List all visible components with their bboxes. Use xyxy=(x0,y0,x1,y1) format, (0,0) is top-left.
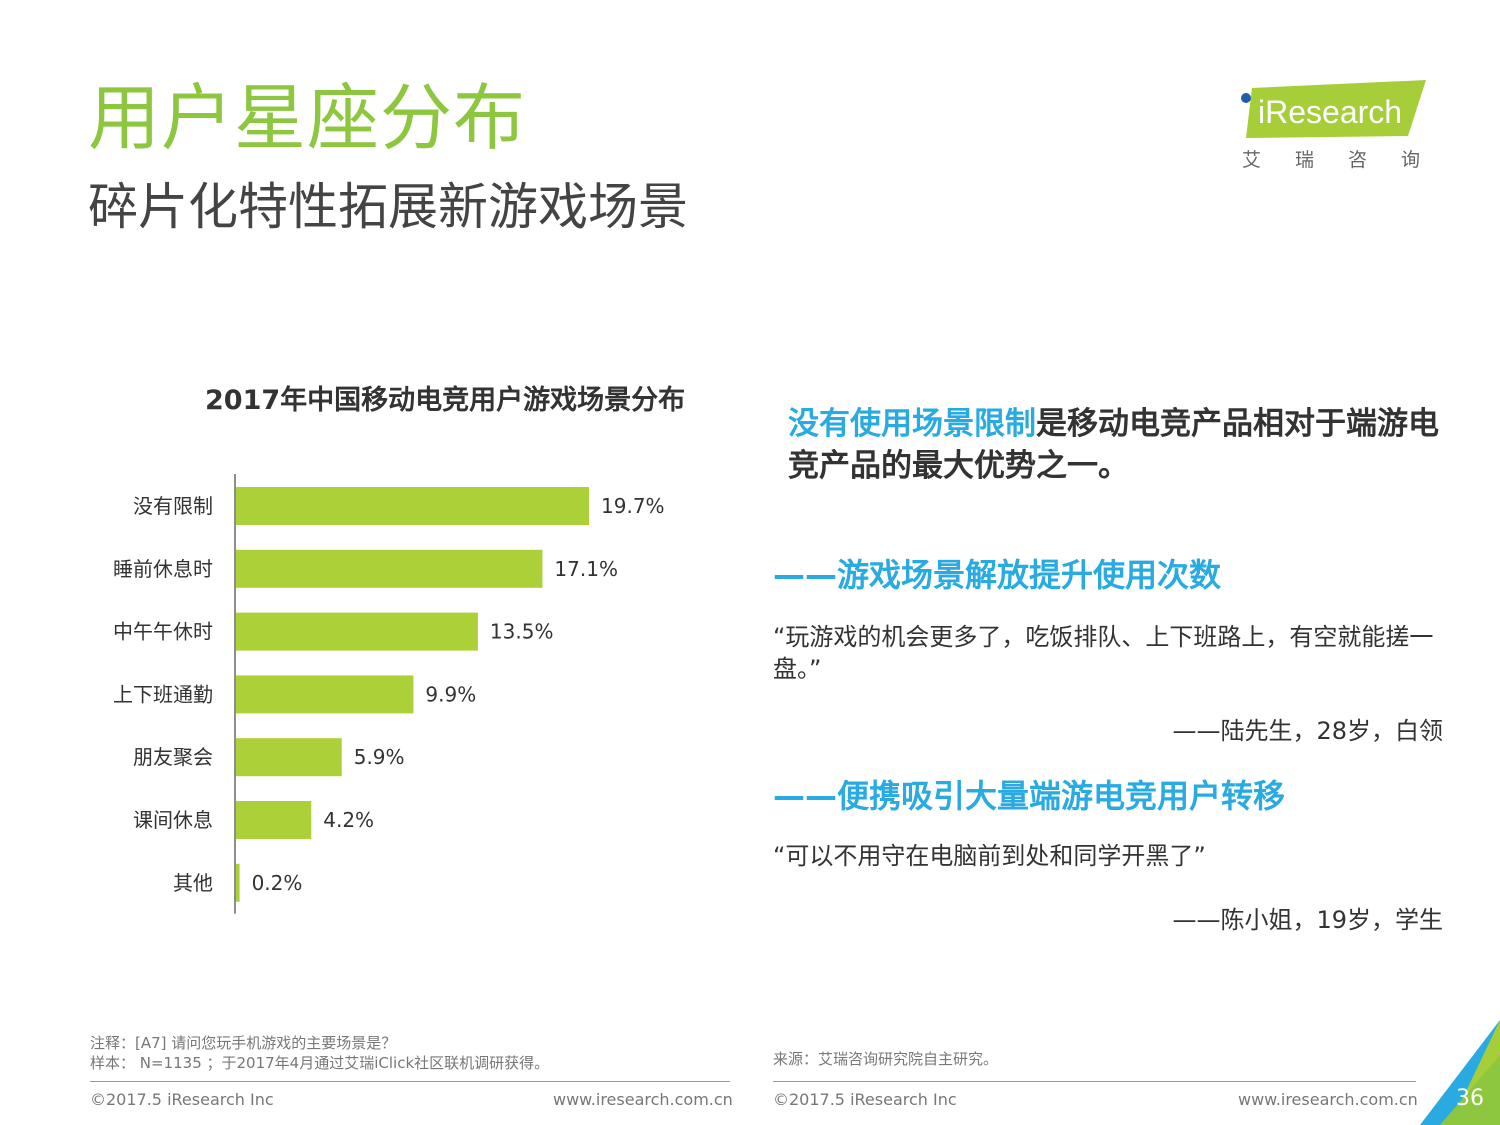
note-line: 注释：[A7] 请问您玩手机游戏的主要场景是？ xyxy=(90,1034,397,1052)
value-label: 5.9% xyxy=(354,745,405,769)
bar-chart: 没有限制 19.7% 睡前休息时 17.1% 中午午休时 13.5% 上下班通勤 9.9% 朋友… xyxy=(113,474,665,914)
bar xyxy=(236,612,478,651)
page-title: 用户星座分布 xyxy=(88,76,527,160)
value-label: 17.1% xyxy=(554,557,618,581)
headline-rest: 是移动电竞产品相对于端游电竞产品的最大优势之一。 xyxy=(788,406,1439,484)
category-label: 朋友聚会 xyxy=(133,745,213,769)
source-note: 来源：艾瑞咨询研究院自主研究。 xyxy=(773,1050,999,1068)
headline-highlight: 没有使用场景限制 xyxy=(788,406,1036,442)
headline: 没有使用场景限制是移动电竞产品相对于端游电竞产品的最大优势之一。 xyxy=(788,403,1448,487)
quote-2: “可以不用守在电脑前到处和同学开黑了” xyxy=(773,842,1206,870)
category-label: 其他 xyxy=(173,871,213,895)
value-label: 9.9% xyxy=(425,682,476,706)
logo-char: 询 xyxy=(1400,149,1420,171)
logo-char: 艾 xyxy=(1242,149,1262,171)
attribution-1: ——陆先生，28岁，白领 xyxy=(1172,717,1443,745)
iresearch-logo: iResearch xyxy=(1241,80,1426,138)
value-label: 13.5% xyxy=(490,620,554,644)
category-label: 睡前休息时 xyxy=(113,557,213,581)
value-label: 4.2% xyxy=(323,808,374,832)
value-label: 0.2% xyxy=(252,871,303,895)
quote-1: “玩游戏的机会更多了，吃饭排队、上下班路上，有空就能搓一盘。” xyxy=(773,623,1434,683)
section-title-1: ——游戏场景解放提升使用次数 xyxy=(773,556,1222,594)
bar xyxy=(236,801,312,839)
bar xyxy=(236,675,414,714)
category-label: 上下班通勤 xyxy=(113,682,213,706)
bar xyxy=(236,738,342,777)
page-subtitle: 碎片化特性拓展新游戏场景 xyxy=(88,178,688,236)
corner-decoration xyxy=(1420,1020,1500,1125)
category-label: 课间休息 xyxy=(133,808,213,832)
footer-url-left: www.iresearch.com.cn xyxy=(553,1090,733,1109)
logo-chinese: 艾 瑞 咨 询 xyxy=(1238,145,1428,172)
footer-url-right: www.iresearch.com.cn xyxy=(1238,1090,1418,1109)
section-title-2: ——便携吸引大量端游电竞用户转移 xyxy=(773,777,1286,815)
bar xyxy=(236,487,590,525)
attribution-2: ——陈小姐，19岁，学生 xyxy=(1172,906,1443,934)
logo-char: 咨 xyxy=(1347,149,1367,171)
page-number: 36 xyxy=(1456,1086,1484,1111)
footer-divider-left xyxy=(90,1081,730,1082)
logo-char: 瑞 xyxy=(1294,149,1314,171)
bar xyxy=(236,863,240,902)
chart-note: 注释：[A7] 请问您玩手机游戏的主要场景是？ 样本： N=1135 ；于201… xyxy=(90,1033,549,1073)
value-label: 19.7% xyxy=(601,494,665,518)
note-line: 样本： N=1135 ；于2017年4月通过艾瑞iClick社区联机调研获得。 xyxy=(90,1054,550,1072)
footer-copyright-right: ©2017.5 iResearch Inc xyxy=(773,1090,957,1109)
chart-title: 2017年中国移动电竞用户游戏场景分布 xyxy=(205,385,686,416)
footer-copyright-left: ©2017.5 iResearch Inc xyxy=(90,1090,274,1109)
bar xyxy=(236,549,543,588)
category-label: 中午午休时 xyxy=(113,620,213,644)
footer-divider-right xyxy=(773,1081,1416,1082)
logo-text: iResearch xyxy=(1258,94,1402,130)
category-label: 没有限制 xyxy=(133,494,213,518)
